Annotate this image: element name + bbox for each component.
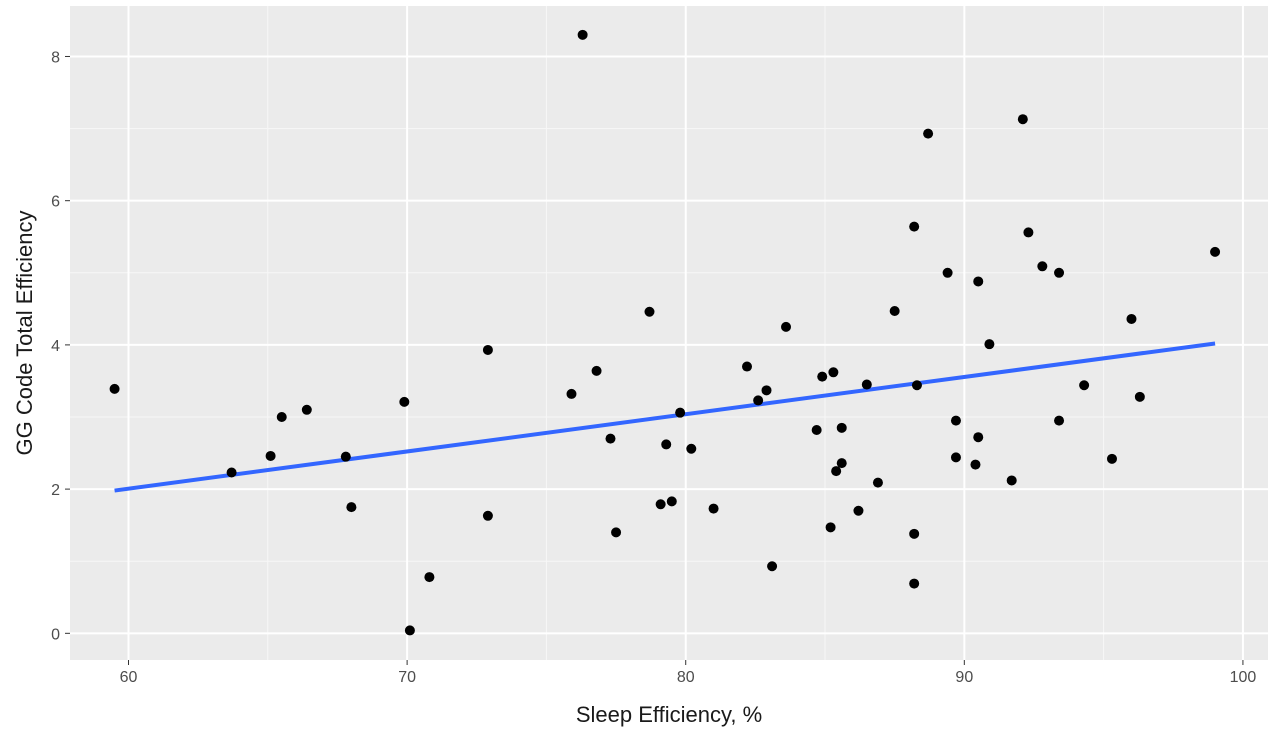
data-point xyxy=(1126,313,1137,324)
data-point xyxy=(861,379,872,390)
y-tick-label: 4 xyxy=(51,338,60,355)
data-point xyxy=(984,339,995,350)
data-point xyxy=(853,505,864,516)
data-point xyxy=(828,367,839,378)
x-tick-label: 60 xyxy=(120,669,138,686)
data-point xyxy=(666,496,677,507)
data-point xyxy=(482,510,493,521)
x-tick-label: 80 xyxy=(677,669,695,686)
x-tick-label: 100 xyxy=(1230,669,1257,686)
data-point xyxy=(482,344,493,355)
x-axis-title: Sleep Efficiency, % xyxy=(576,702,762,727)
y-tick-label: 8 xyxy=(51,49,60,66)
data-point xyxy=(825,522,836,533)
regression-line-layer xyxy=(114,341,1216,493)
data-point xyxy=(753,395,764,406)
data-point xyxy=(644,306,655,317)
data-point xyxy=(661,439,672,450)
x-tick-label: 70 xyxy=(398,669,416,686)
data-point xyxy=(831,466,842,477)
data-point xyxy=(742,361,753,372)
data-point xyxy=(836,422,847,433)
data-point xyxy=(1210,246,1221,257)
data-point xyxy=(605,433,616,444)
data-point xyxy=(301,404,312,415)
data-point xyxy=(923,128,934,139)
data-point xyxy=(611,527,622,538)
data-point xyxy=(811,424,822,435)
data-point xyxy=(1054,415,1065,426)
major-gridlines xyxy=(70,6,1268,660)
data-point xyxy=(404,625,415,636)
data-point xyxy=(909,221,920,232)
data-point xyxy=(909,578,920,589)
data-point xyxy=(346,502,357,513)
data-point xyxy=(566,388,577,399)
data-point xyxy=(1134,391,1145,402)
regression-line xyxy=(114,341,1216,493)
data-point xyxy=(591,365,602,376)
y-tick-label: 0 xyxy=(51,626,60,643)
data-point xyxy=(872,477,883,488)
data-point xyxy=(1023,227,1034,238)
data-points xyxy=(109,29,1221,636)
data-point xyxy=(1054,267,1065,278)
y-axis-ticks: 0 2 4 6 8 xyxy=(51,49,70,643)
data-point xyxy=(950,415,961,426)
data-point xyxy=(973,276,984,287)
data-point xyxy=(577,29,588,40)
data-point xyxy=(1079,380,1090,391)
y-tick-label: 2 xyxy=(51,482,60,499)
data-point xyxy=(226,467,237,478)
plot-panel xyxy=(70,6,1268,660)
data-point xyxy=(911,380,922,391)
data-point xyxy=(767,561,778,572)
data-point xyxy=(781,321,792,332)
data-point xyxy=(889,306,900,317)
data-point xyxy=(950,452,961,463)
data-point xyxy=(1006,475,1017,486)
y-axis-title: GG Code Total Efficiency xyxy=(12,211,37,456)
data-point xyxy=(817,371,828,382)
x-tick-label: 90 xyxy=(955,669,973,686)
x-axis-ticks: 60 70 80 90 100 xyxy=(120,660,1257,686)
data-point xyxy=(424,572,435,583)
data-point xyxy=(265,450,276,461)
data-point xyxy=(708,503,719,514)
data-point xyxy=(942,267,953,278)
data-point xyxy=(1106,453,1117,464)
data-point xyxy=(973,432,984,443)
data-point xyxy=(655,499,666,510)
data-point xyxy=(340,451,351,462)
data-point xyxy=(836,458,847,469)
data-point xyxy=(276,412,287,423)
data-point xyxy=(1037,261,1048,272)
data-point xyxy=(675,407,686,418)
data-point xyxy=(686,443,697,454)
y-tick-label: 6 xyxy=(51,194,60,211)
data-point xyxy=(970,459,981,470)
data-point xyxy=(909,528,920,539)
data-point xyxy=(761,385,772,396)
data-point xyxy=(109,383,120,394)
data-point xyxy=(399,396,410,407)
data-point xyxy=(1017,114,1028,125)
